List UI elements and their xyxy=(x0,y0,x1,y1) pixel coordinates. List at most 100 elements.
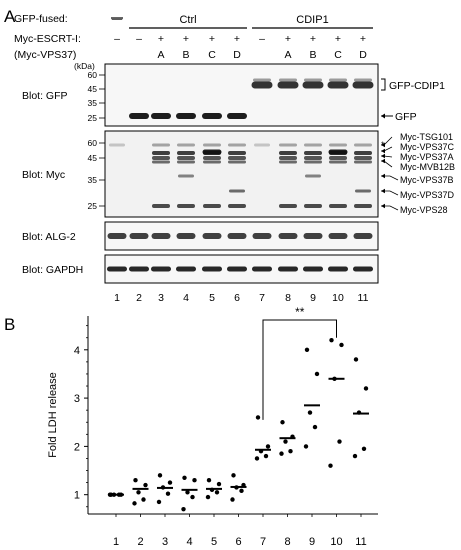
header-row-label: Myc-ESCRT-I: xyxy=(14,33,81,45)
x-tick-label: 6 xyxy=(235,536,241,548)
header-cell: + xyxy=(234,33,240,45)
header-cell: B xyxy=(182,49,189,61)
blot-band xyxy=(227,266,247,272)
marker-label: 60 xyxy=(88,70,98,80)
blot-band xyxy=(353,266,373,272)
lane-number: 8 xyxy=(285,292,291,304)
blot-band xyxy=(279,151,297,155)
data-point xyxy=(136,490,141,495)
blot-band xyxy=(354,143,372,147)
blot-band xyxy=(202,266,222,272)
data-point xyxy=(352,453,358,459)
blot-band xyxy=(107,233,127,239)
blot-band xyxy=(353,233,373,239)
data-point xyxy=(361,446,367,452)
blot-band xyxy=(151,113,171,119)
significance-bracket xyxy=(262,319,337,420)
blot-band xyxy=(329,204,347,208)
data-point xyxy=(133,477,138,483)
blot-label: Blot: ALG-2 xyxy=(22,231,76,243)
blot-band xyxy=(228,160,246,164)
annotation-myc: Myc-VPS37A xyxy=(400,152,454,162)
annotation-myc: Myc-VPS28 xyxy=(400,205,448,215)
data-point xyxy=(288,449,293,454)
lane-number: 6 xyxy=(234,292,240,304)
data-point xyxy=(165,491,171,496)
data-point xyxy=(303,444,309,449)
marker-label: 35 xyxy=(88,175,98,185)
blot-band xyxy=(354,78,372,82)
x-tick-label: 11 xyxy=(355,536,366,548)
blot-band xyxy=(152,160,170,164)
lane-number: 9 xyxy=(310,292,316,304)
header-cell: – xyxy=(114,33,120,45)
blot-band xyxy=(253,78,271,82)
blot-label: Blot: GAPDH xyxy=(22,264,83,276)
blot-band xyxy=(129,266,149,272)
annotation-myc: Myc-VPS37D xyxy=(400,190,455,200)
data-point xyxy=(239,488,244,494)
lane-number: 1 xyxy=(114,292,120,304)
significance-label: ** xyxy=(295,305,305,319)
data-point xyxy=(255,415,261,420)
data-point xyxy=(205,494,211,500)
header-cell: D xyxy=(233,49,241,61)
blot-band xyxy=(109,143,125,147)
x-tick-label: 2 xyxy=(137,536,143,548)
data-point xyxy=(132,501,137,506)
blot-band xyxy=(228,151,246,155)
header-cell: + xyxy=(285,33,291,45)
lane-number: 7 xyxy=(259,292,265,304)
y-tick-label: 4 xyxy=(74,345,80,357)
blot-band xyxy=(203,204,221,208)
y-axis-label: Fold LDH release xyxy=(47,372,59,458)
header-cell: C xyxy=(334,49,342,61)
asterisk: * xyxy=(381,140,385,150)
data-point xyxy=(337,439,342,444)
header-cell: A xyxy=(157,49,164,61)
lane-number: 11 xyxy=(358,292,369,304)
header-cell: + xyxy=(335,33,341,45)
header-row-label: GFP-fused: xyxy=(14,13,68,25)
header-cell: B xyxy=(309,49,316,61)
blot-band xyxy=(203,156,221,160)
lane-number: 3 xyxy=(158,292,164,304)
data-point xyxy=(314,371,320,377)
blot-band xyxy=(151,233,171,239)
data-point xyxy=(216,481,222,487)
blot-band xyxy=(178,174,194,178)
annotation-myc: Myc-VPS37B xyxy=(400,175,454,185)
data-point xyxy=(231,473,236,478)
header-cell: + xyxy=(310,33,316,45)
header-cell: + xyxy=(183,33,189,45)
x-tick-label: 9 xyxy=(309,536,315,548)
blot-band xyxy=(279,160,297,164)
blot-band xyxy=(227,233,247,239)
blot-band xyxy=(354,156,372,160)
data-point xyxy=(312,424,318,430)
x-tick-label: 7 xyxy=(260,536,266,548)
blot-band xyxy=(229,189,245,193)
header-cell: – xyxy=(259,33,265,45)
data-point xyxy=(143,482,148,488)
data-point xyxy=(182,475,187,480)
blot-band xyxy=(152,204,170,208)
annotation-myc: Myc-MVB12B xyxy=(400,162,455,172)
marker-label: 45 xyxy=(88,153,98,163)
marker-label: 45 xyxy=(88,84,98,94)
x-tick-label: 10 xyxy=(330,536,342,548)
blot-band xyxy=(329,143,347,147)
blot-band xyxy=(329,160,347,164)
blot-band xyxy=(304,160,322,164)
blot-band xyxy=(177,156,195,160)
blot-band xyxy=(202,149,222,155)
blot-band xyxy=(304,78,322,82)
blot-band xyxy=(302,81,324,89)
data-point xyxy=(279,451,284,456)
data-point xyxy=(254,456,260,461)
data-point xyxy=(214,490,220,495)
lane-number: 4 xyxy=(183,292,189,304)
arrow-head xyxy=(381,113,385,119)
arrow-head xyxy=(381,148,385,154)
